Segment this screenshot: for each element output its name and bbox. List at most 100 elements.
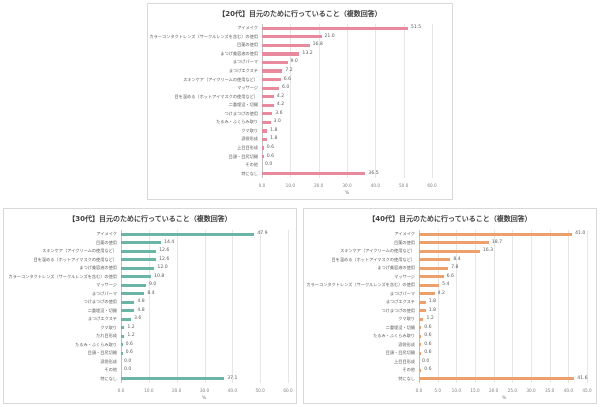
bar [121,334,125,338]
bar [121,241,162,245]
bar-row: つけまつげの使用 4.8 [83,298,288,307]
x-tick-label: 0.0 [117,388,125,393]
bar-row: 上目目形成 0.6 [237,144,432,153]
bar [419,292,435,296]
bar-row: まつげ美容液の使用 13.2 [220,50,432,59]
bar-row: 涙袋形成 0.0 [100,358,288,367]
x-tick-label: 30.0 [526,388,536,393]
value-label: 10.8 [154,273,165,279]
bar-row: 上目目形成 0.0 [394,358,587,367]
bar-row: スキンケア（アイクリームの使用など） 12.6 [42,247,288,256]
bar [419,249,480,253]
bar-row: 目薬の使用 18.7 [394,239,587,248]
value-label: 0.6 [424,367,432,373]
value-label: 3.6 [275,110,283,116]
value-label: 16.3 [482,248,494,254]
value-label: 41.0 [575,231,586,237]
value-label: 7.8 [451,265,459,271]
chart-title: 【40代】目元のために行っていること（複数回答） [368,215,532,223]
x-tick-label: 25.0 [507,388,517,393]
bar [121,275,152,279]
value-label: 0.6 [424,350,432,356]
bar [419,232,573,236]
value-label: 0.6 [266,153,274,159]
bar [262,129,268,133]
category-label: 二重埋没・切開 [228,102,258,108]
gridline [587,230,588,383]
category-label: 目薬の使用 [237,42,258,48]
category-label: まつげエクステ [87,316,117,322]
value-label: 1.8 [428,307,437,313]
category-label: カラーコンタクトレンズ（サークルレンズを含む）の使用 [306,282,415,288]
category-label: クマ取り [398,316,415,322]
bar-row: カラーコンタクトレンズ（サークルレンズを含む）の使用 10.8 [8,273,288,282]
value-label: 4.8 [137,299,145,305]
bar-row: カラーコンタクトレンズ（サークルレンズを含む）の使用 21.0 [149,33,432,42]
bar [419,309,426,313]
category-label: つけまつげの使用 [83,299,117,305]
bar-row: まつげエクステ 3.6 [88,315,288,324]
category-label: 二重埋没・切開 [385,324,415,330]
value-label: 4.2 [276,102,285,108]
bar [262,120,271,124]
x-tick-label: 20.0 [313,183,324,188]
chart-panel-30s: 【30代】目元のために行っていること（複数回答） 0.0 10.0 20.0 30.0… [3,208,297,404]
bar [262,60,288,65]
bar-row: 涙袋形成 1.8 [241,135,432,144]
bar-row: その他 0.6 [402,366,587,375]
value-label: 6.6 [446,273,454,279]
category-label: まつげエクステ [228,68,258,74]
category-label: たるみ・ふくらみ取り [216,119,258,125]
value-label: 4.8 [137,307,145,313]
category-label: まつげ美容液の使用 [377,265,415,271]
bar [121,283,147,287]
category-label: アイメイク [394,231,415,237]
plot-area: 0.0 10.0 20.0 30.0 40.0 50.0 60.0 アイメイク 51.5 カラーコ… [149,24,437,188]
value-label: 1.2 [426,316,434,322]
bar-row: その他 0.0 [104,366,288,375]
y-axis-line [419,230,420,383]
value-label: 1.8 [270,127,278,133]
x-tick-label: 10.0 [451,388,461,393]
gridline [437,230,439,383]
bar-row: カラーコンタクトレンズ（サークルレンズを含む）の使用 5.4 [306,281,587,290]
category-label: まつげ美容液の使用 [220,50,258,56]
category-label: その他 [245,162,258,168]
value-label: 1.2 [127,324,135,330]
gridline [531,230,532,383]
bar [121,292,145,296]
bar [262,78,281,82]
value-label: 36.5 [368,170,379,176]
category-label: 目を温める（ホットアイマスクの使用など） [331,256,415,262]
value-label: 6.0 [282,85,290,91]
bar [121,343,123,347]
category-label: 上目目形成 [237,145,258,151]
category-label: クマ取り [241,127,258,133]
x-tick-label: 20.0 [171,388,182,393]
x-axis-label: % [344,191,350,196]
plot-area: 0.0 10.0 20.0 30.0 40.0 50.0 60.0 アイメイク 47.9 目薬の使… [8,230,293,393]
category-label: まつげエクステ [385,299,415,305]
x-tick-label: 40.0 [370,183,380,188]
bar-row: スキンケア（アイクリームの使用など） 16.3 [340,247,587,256]
bar-row: 二重埋没・切開 4.2 [229,101,432,110]
chart-title: 【20代】目元のために行っていること（複数回答） [218,10,382,18]
x-tick-label: 60.0 [427,183,437,188]
category-label: マッサージ [237,85,258,91]
bar-row: まつげ美容液の使用 7.8 [377,264,587,273]
bar [121,351,123,355]
bar-row: 目を温める（ホットアイマスクの使用など） 4.2 [174,92,432,101]
gridline [176,230,178,383]
x-tick-label: 0.0 [258,183,266,188]
gridline [493,230,495,383]
y-axis-line [262,24,263,178]
category-label: カラーコンタクトレンズ（サークルレンズを含む）の使用 [149,33,258,39]
category-label: 目頭・目尻切開 [385,350,415,356]
value-label: 0.0 [124,367,132,373]
gridline [148,230,150,383]
bar-row: 二重埋没・切開 0.6 [386,324,587,333]
category-label: スキンケア（アイクリームの使用など） [42,248,117,254]
bar [262,146,264,150]
bar [262,52,300,56]
bar-row: 涙袋形成 0.6 [398,341,587,350]
